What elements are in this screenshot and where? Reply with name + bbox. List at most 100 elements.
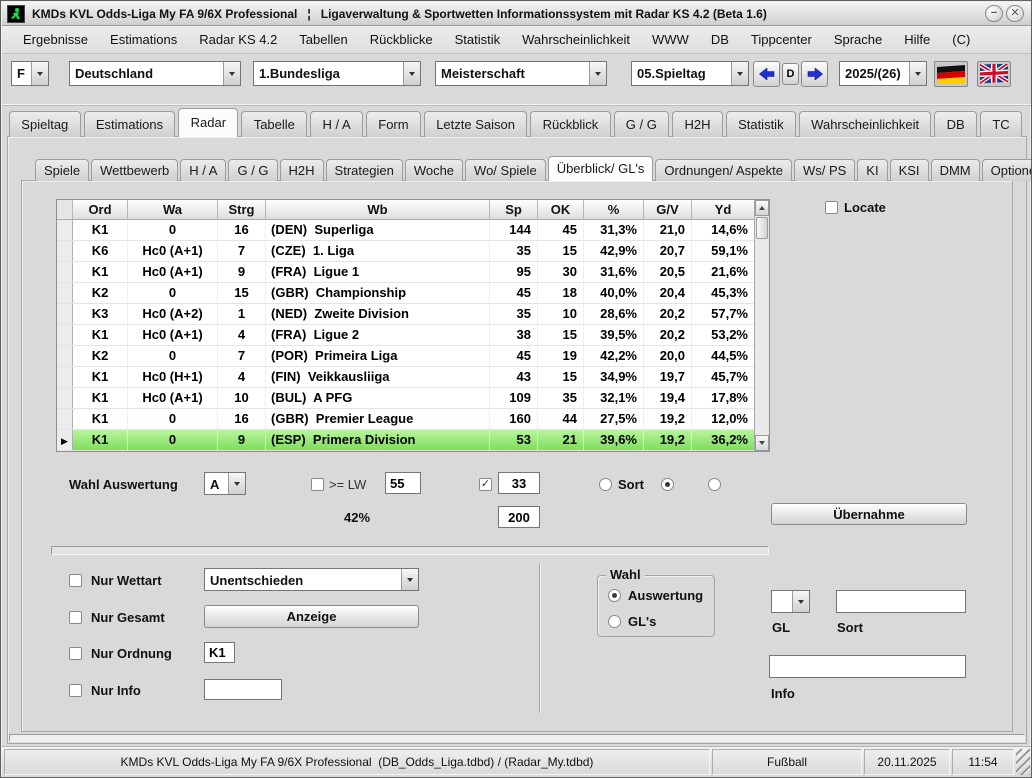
menu-item[interactable]: Wahrscheinlichkeit bbox=[522, 32, 631, 47]
dropdown-arrow-icon[interactable] bbox=[731, 62, 748, 85]
nur-wettart-checkbox[interactable] bbox=[69, 574, 82, 587]
table-row[interactable]: ▶ K1 Hc0 (A+1) 10 (BUL) A PFG 109 35 32,… bbox=[57, 388, 754, 409]
lw-input[interactable] bbox=[385, 472, 421, 494]
inner-tab[interactable]: Ws/ PS bbox=[793, 159, 856, 181]
table-row[interactable]: ▶ K1 0 16 (DEN) Superliga 144 45 31,3% 2… bbox=[57, 220, 754, 241]
table-row[interactable]: ▶ K1 Hc0 (A+1) 4 (FRA) Ligue 2 38 15 39,… bbox=[57, 325, 754, 346]
inner-tab[interactable]: DMM bbox=[930, 159, 980, 181]
menu-item[interactable]: WWW bbox=[652, 32, 689, 47]
outer-tab[interactable]: G / G bbox=[613, 111, 670, 137]
anzeige-button[interactable]: Anzeige bbox=[204, 605, 419, 628]
header-yd[interactable]: Yd bbox=[714, 202, 732, 217]
nav-middle-button[interactable]: D bbox=[782, 63, 799, 85]
sort-radio[interactable] bbox=[599, 478, 612, 491]
outer-tab[interactable]: Radar bbox=[178, 108, 239, 137]
scroll-track[interactable] bbox=[755, 240, 769, 435]
menu-item[interactable]: Radar KS 4.2 bbox=[199, 32, 278, 47]
table-row[interactable]: ▶ K3 Hc0 (A+2) 1 (NED) Zweite Division 3… bbox=[57, 304, 754, 325]
title-bar[interactable]: KMDs KVL Odds-Liga My FA 9/6X Profession… bbox=[2, 2, 1031, 26]
header-wb[interactable]: Wb bbox=[266, 200, 490, 219]
dropdown-arrow-icon[interactable] bbox=[589, 62, 606, 85]
auswertung-combobox[interactable]: A bbox=[204, 472, 246, 495]
lw-checkbox[interactable] bbox=[311, 478, 324, 491]
nur-gesamt-checkbox[interactable] bbox=[69, 611, 82, 624]
inner-tab[interactable]: KI bbox=[857, 159, 888, 181]
header-gv[interactable]: G/V bbox=[644, 200, 692, 219]
option-radio-selected[interactable] bbox=[661, 478, 674, 491]
header-strg[interactable]: Strg bbox=[218, 200, 266, 219]
outer-tab[interactable]: TC bbox=[980, 111, 1022, 137]
close-button[interactable]: ✕ bbox=[1006, 5, 1024, 22]
table-scrollbar[interactable] bbox=[754, 200, 769, 451]
uk-flag-button[interactable] bbox=[977, 61, 1011, 87]
uebernahme-button[interactable]: Übernahme bbox=[771, 503, 967, 525]
outer-tab[interactable]: Tabelle bbox=[241, 111, 308, 137]
outer-tab[interactable]: H / A bbox=[310, 111, 363, 137]
outer-tab[interactable]: Rückblick bbox=[530, 111, 611, 137]
gl-combobox[interactable] bbox=[771, 590, 810, 613]
inner-tab[interactable]: Spiele bbox=[35, 159, 90, 181]
inner-tab[interactable]: Strategien bbox=[325, 159, 403, 181]
locate-checkbox[interactable] bbox=[825, 201, 838, 214]
german-flag-button[interactable] bbox=[934, 61, 968, 87]
table-row[interactable]: ▶ K2 0 15 (GBR) Championship 45 18 40,0%… bbox=[57, 283, 754, 304]
inner-tab[interactable]: Optionen bbox=[981, 159, 1031, 181]
season-combobox[interactable]: 2025/(26) bbox=[839, 61, 927, 86]
minimize-button[interactable]: − bbox=[985, 5, 1003, 22]
menu-item[interactable]: Tippcenter bbox=[750, 32, 812, 47]
table-row[interactable]: ▶ K1 0 16 (GBR) Premier League 160 44 27… bbox=[57, 409, 754, 430]
menu-item[interactable]: Ergebnisse bbox=[23, 32, 89, 47]
scroll-down-button[interactable] bbox=[755, 435, 769, 451]
header-ord[interactable]: Ord bbox=[73, 200, 128, 219]
inner-tab[interactable]: H / A bbox=[180, 159, 227, 181]
dropdown-arrow-icon[interactable] bbox=[909, 62, 926, 85]
menu-item[interactable]: Tabellen bbox=[299, 32, 348, 47]
inner-tab[interactable]: Wo/ Spiele bbox=[465, 159, 546, 181]
ordnung-input[interactable] bbox=[204, 642, 235, 663]
option-radio-unselected[interactable] bbox=[708, 478, 721, 491]
threshold-input[interactable] bbox=[498, 472, 540, 494]
dropdown-arrow-icon[interactable] bbox=[403, 62, 420, 85]
dropdown-arrow-icon[interactable] bbox=[228, 473, 245, 494]
outer-tab[interactable]: Form bbox=[365, 111, 421, 137]
outer-tab[interactable]: Wahrscheinlichkeit bbox=[798, 111, 932, 137]
gls-radio[interactable] bbox=[608, 615, 621, 628]
previous-matchday-button[interactable] bbox=[753, 61, 780, 87]
auswertung-radio[interactable] bbox=[608, 589, 621, 602]
header-sp[interactable]: Sp bbox=[490, 200, 538, 219]
outer-tab[interactable]: Spieltag bbox=[9, 111, 81, 137]
menu-item[interactable]: Sprache bbox=[833, 32, 883, 47]
competition-combobox[interactable]: Meisterschaft bbox=[435, 61, 607, 86]
country-combobox[interactable]: Deutschland bbox=[69, 61, 241, 86]
outer-tab[interactable]: Statistik bbox=[725, 111, 796, 137]
threshold-checkbox[interactable]: ✓ bbox=[479, 478, 492, 491]
menu-item[interactable]: Rückblicke bbox=[369, 32, 433, 47]
inner-tab[interactable]: KSI bbox=[889, 159, 929, 181]
mode-combobox[interactable]: F bbox=[11, 61, 49, 86]
inner-tab[interactable]: Wettbewerb bbox=[91, 159, 179, 181]
header-pct[interactable]: % bbox=[584, 200, 644, 219]
outer-tab[interactable]: Estimations bbox=[83, 111, 176, 137]
dropdown-arrow-icon[interactable] bbox=[31, 62, 48, 85]
menu-item[interactable]: Estimations bbox=[110, 32, 178, 47]
table-row[interactable]: ▶ K1 Hc0 (H+1) 4 (FIN) Veikkausliiga 43 … bbox=[57, 367, 754, 388]
inner-tab[interactable]: H2H bbox=[279, 159, 324, 181]
league-combobox[interactable]: 1.Bundesliga bbox=[253, 61, 421, 86]
matchday-combobox[interactable]: 05.Spieltag bbox=[631, 61, 749, 86]
inner-tab[interactable]: G / G bbox=[228, 159, 278, 181]
inner-tab[interactable]: Woche bbox=[404, 159, 464, 181]
next-matchday-button[interactable] bbox=[801, 61, 828, 87]
dropdown-arrow-icon[interactable] bbox=[223, 62, 240, 85]
table-row[interactable]: ▶ K2 0 7 (POR) Primeira Liga 45 19 42,2%… bbox=[57, 346, 754, 367]
header-ok[interactable]: OK bbox=[538, 200, 584, 219]
menu-item[interactable]: Hilfe bbox=[904, 32, 931, 47]
dropdown-arrow-icon[interactable] bbox=[401, 569, 418, 590]
info-filter-input[interactable] bbox=[204, 679, 282, 700]
info-input[interactable] bbox=[769, 655, 966, 678]
scroll-thumb[interactable] bbox=[756, 217, 768, 239]
table-row[interactable]: ▶ K1 Hc0 (A+1) 9 (FRA) Ligue 1 95 30 31,… bbox=[57, 262, 754, 283]
nur-ordnung-checkbox[interactable] bbox=[69, 647, 82, 660]
limit-input[interactable] bbox=[498, 506, 540, 528]
header-wa[interactable]: Wa bbox=[128, 200, 218, 219]
menu-item[interactable]: Statistik bbox=[454, 32, 501, 47]
